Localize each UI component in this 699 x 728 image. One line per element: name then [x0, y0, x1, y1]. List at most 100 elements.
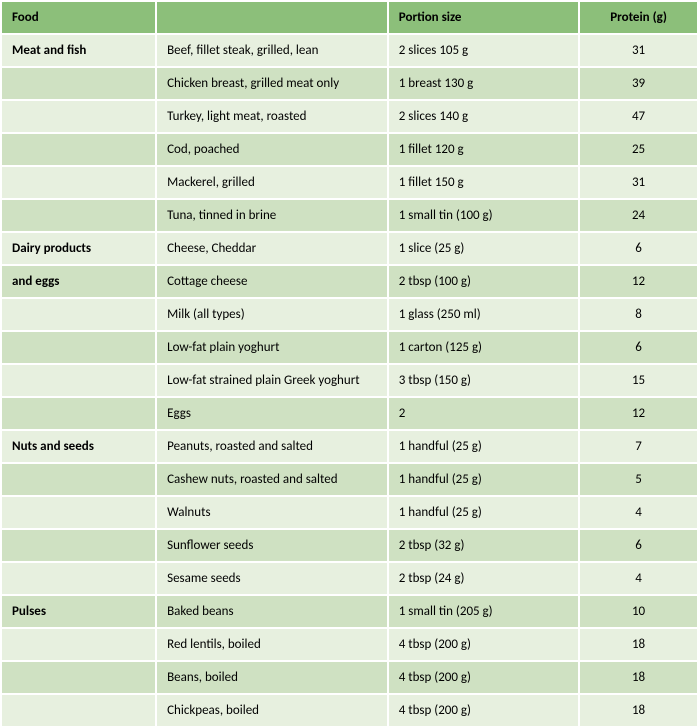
table-row: Nuts and seedsPeanuts, roasted and salte…: [2, 431, 697, 462]
food-item-cell: Beef, fillet steak, grilled, lean: [157, 35, 387, 66]
category-cell: Pulses: [2, 596, 155, 627]
category-cell: Dairy products: [2, 233, 155, 264]
protein-value-cell: 31: [580, 35, 697, 66]
food-item-cell: Sesame seeds: [157, 563, 387, 594]
category-cell: [2, 464, 155, 495]
category-cell: [2, 101, 155, 132]
portion-size-cell: 3 tbsp (150 g): [389, 365, 578, 396]
portion-size-cell: 4 tbsp (200 g): [389, 695, 578, 726]
protein-value-cell: 39: [580, 68, 697, 99]
protein-value-cell: 5: [580, 464, 697, 495]
portion-size-cell: 4 tbsp (200 g): [389, 662, 578, 693]
portion-size-cell: 1 handful (25 g): [389, 497, 578, 528]
food-item-cell: Low-fat strained plain Greek yoghurt: [157, 365, 387, 396]
food-item-cell: Turkey, light meat, roasted: [157, 101, 387, 132]
portion-size-cell: 1 small tin (205 g): [389, 596, 578, 627]
table-row: Chicken breast, grilled meat only1 breas…: [2, 68, 697, 99]
food-item-cell: Chicken breast, grilled meat only: [157, 68, 387, 99]
category-cell: [2, 134, 155, 165]
portion-size-cell: 2: [389, 398, 578, 429]
protein-value-cell: 47: [580, 101, 697, 132]
table-row: Red lentils, boiled4 tbsp (200 g)18: [2, 629, 697, 660]
food-item-cell: Walnuts: [157, 497, 387, 528]
protein-content-table: Food Portion size Protein (g) Meat and f…: [0, 0, 699, 728]
category-cell: [2, 530, 155, 561]
col-header-item: [157, 2, 387, 33]
table-row: Sunflower seeds2 tbsp (32 g)6: [2, 530, 697, 561]
food-item-cell: Peanuts, roasted and salted: [157, 431, 387, 462]
portion-size-cell: 1 handful (25 g): [389, 431, 578, 462]
category-cell: [2, 695, 155, 726]
protein-value-cell: 18: [580, 662, 697, 693]
table-row: Sesame seeds2 tbsp (24 g)4: [2, 563, 697, 594]
table-row: Dairy productsCheese, Cheddar1 slice (25…: [2, 233, 697, 264]
portion-size-cell: 2 tbsp (32 g): [389, 530, 578, 561]
category-cell: [2, 497, 155, 528]
portion-size-cell: 2 tbsp (100 g): [389, 266, 578, 297]
food-item-cell: Cashew nuts, roasted and salted: [157, 464, 387, 495]
food-item-cell: Beans, boiled: [157, 662, 387, 693]
portion-size-cell: 1 fillet 150 g: [389, 167, 578, 198]
category-cell: and eggs: [2, 266, 155, 297]
food-item-cell: Cod, poached: [157, 134, 387, 165]
portion-size-cell: 1 breast 130 g: [389, 68, 578, 99]
protein-value-cell: 15: [580, 365, 697, 396]
table-body: Meat and fishBeef, fillet steak, grilled…: [2, 35, 697, 726]
col-header-protein: Protein (g): [580, 2, 697, 33]
protein-value-cell: 24: [580, 200, 697, 231]
table-row: Cod, poached1 fillet 120 g25: [2, 134, 697, 165]
category-cell: [2, 398, 155, 429]
food-item-cell: Milk (all types): [157, 299, 387, 330]
food-item-cell: Cottage cheese: [157, 266, 387, 297]
portion-size-cell: 2 slices 105 g: [389, 35, 578, 66]
protein-value-cell: 12: [580, 266, 697, 297]
table-row: Walnuts1 handful (25 g)4: [2, 497, 697, 528]
category-cell: [2, 662, 155, 693]
protein-value-cell: 4: [580, 497, 697, 528]
food-item-cell: Red lentils, boiled: [157, 629, 387, 660]
protein-value-cell: 6: [580, 233, 697, 264]
table-row: Cashew nuts, roasted and salted1 handful…: [2, 464, 697, 495]
food-item-cell: Tuna, tinned in brine: [157, 200, 387, 231]
table-row: Milk (all types)1 glass (250 ml)8: [2, 299, 697, 330]
table-row: Tuna, tinned in brine1 small tin (100 g)…: [2, 200, 697, 231]
category-cell: [2, 68, 155, 99]
portion-size-cell: 2 slices 140 g: [389, 101, 578, 132]
table-row: Mackerel, grilled1 fillet 150 g31: [2, 167, 697, 198]
food-item-cell: Cheese, Cheddar: [157, 233, 387, 264]
food-item-cell: Chickpeas, boiled: [157, 695, 387, 726]
table-header-row: Food Portion size Protein (g): [2, 2, 697, 33]
category-cell: [2, 365, 155, 396]
protein-value-cell: 12: [580, 398, 697, 429]
category-cell: Nuts and seeds: [2, 431, 155, 462]
protein-value-cell: 18: [580, 629, 697, 660]
protein-value-cell: 18: [580, 695, 697, 726]
col-header-food: Food: [2, 2, 155, 33]
table-row: Chickpeas, boiled4 tbsp (200 g)18: [2, 695, 697, 726]
protein-value-cell: 7: [580, 431, 697, 462]
protein-value-cell: 10: [580, 596, 697, 627]
protein-value-cell: 31: [580, 167, 697, 198]
protein-value-cell: 25: [580, 134, 697, 165]
table-row: Low-fat strained plain Greek yoghurt3 tb…: [2, 365, 697, 396]
category-cell: [2, 332, 155, 363]
portion-size-cell: 4 tbsp (200 g): [389, 629, 578, 660]
category-cell: [2, 563, 155, 594]
col-header-portion: Portion size: [389, 2, 578, 33]
portion-size-cell: 1 glass (250 ml): [389, 299, 578, 330]
table-row: Turkey, light meat, roasted2 slices 140 …: [2, 101, 697, 132]
food-item-cell: Eggs: [157, 398, 387, 429]
portion-size-cell: 2 tbsp (24 g): [389, 563, 578, 594]
table-row: Low-fat plain yoghurt1 carton (125 g)6: [2, 332, 697, 363]
category-cell: Meat and fish: [2, 35, 155, 66]
food-item-cell: Sunflower seeds: [157, 530, 387, 561]
category-cell: [2, 629, 155, 660]
portion-size-cell: 1 slice (25 g): [389, 233, 578, 264]
table-row: and eggsCottage cheese2 tbsp (100 g)12: [2, 266, 697, 297]
protein-value-cell: 6: [580, 530, 697, 561]
protein-value-cell: 4: [580, 563, 697, 594]
food-item-cell: Mackerel, grilled: [157, 167, 387, 198]
category-cell: [2, 299, 155, 330]
table-row: Beans, boiled4 tbsp (200 g)18: [2, 662, 697, 693]
table-row: Eggs212: [2, 398, 697, 429]
